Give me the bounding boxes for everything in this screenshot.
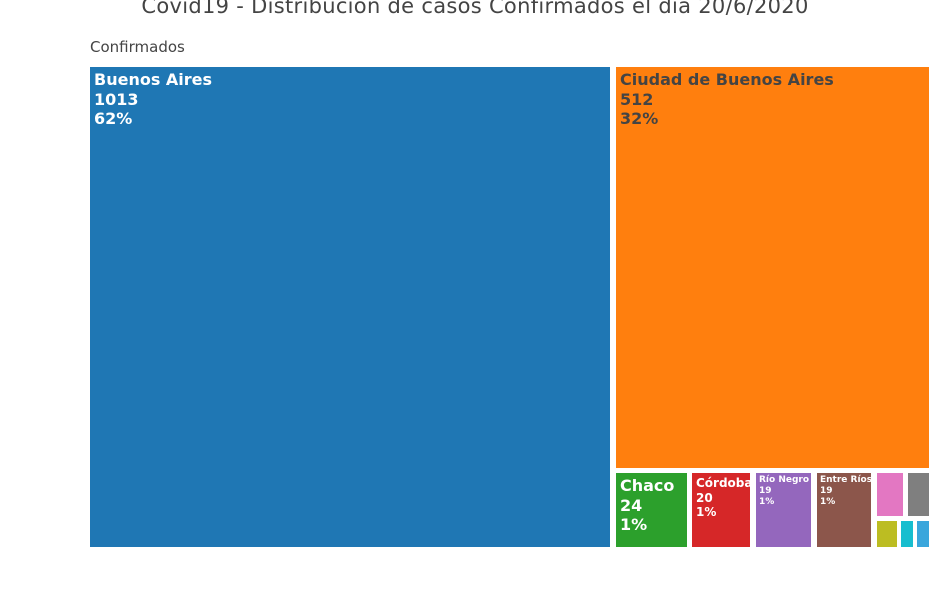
tile-name: Ciudad de Buenos Aires	[620, 70, 834, 89]
tile-value: 1013	[94, 89, 139, 109]
chart-title: Covid19 - Distribución de casos Confirma…	[141, 0, 809, 18]
treemap-tile[interactable]	[877, 473, 903, 516]
tile-value: 512	[620, 89, 654, 109]
tile-percent: 62%	[94, 109, 133, 129]
tile-name: Córdoba	[696, 476, 750, 490]
tile-value: 19	[759, 485, 772, 496]
treemap-tile[interactable]: Entre Ríos 19 1%	[817, 473, 871, 547]
tile-value: 24	[620, 495, 643, 515]
treemap-root-label: Confirmados	[90, 38, 185, 56]
tile-percent: 1%	[696, 505, 717, 520]
tile-value: 19	[820, 485, 833, 496]
tile-value: 20	[696, 490, 713, 505]
tile-percent: 1%	[820, 496, 836, 507]
tile-percent: 32%	[620, 109, 659, 129]
treemap-tile[interactable]	[908, 473, 929, 516]
tile-name: Buenos Aires	[94, 70, 213, 89]
treemap-tile[interactable]: Córdoba 20 1%	[692, 473, 750, 547]
treemap-tile[interactable]	[877, 521, 897, 547]
tile-percent: 1%	[759, 496, 775, 507]
treemap-tile[interactable]: Ciudad de Buenos Aires 512 32%	[616, 67, 929, 468]
treemap-tile[interactable]: Río Negro 19 1%	[756, 473, 811, 547]
treemap-tile[interactable]: Chaco 24 1%	[616, 473, 687, 547]
treemap-tile[interactable]: Buenos Aires 1013 62%	[90, 67, 610, 547]
tile-name: Río Negro	[759, 475, 810, 485]
tile-name: Entre Ríos	[820, 475, 871, 485]
tile-percent: 1%	[620, 515, 648, 535]
tile-name: Chaco	[620, 476, 675, 495]
treemap-tile[interactable]	[901, 521, 913, 547]
treemap-tile[interactable]	[917, 521, 929, 547]
